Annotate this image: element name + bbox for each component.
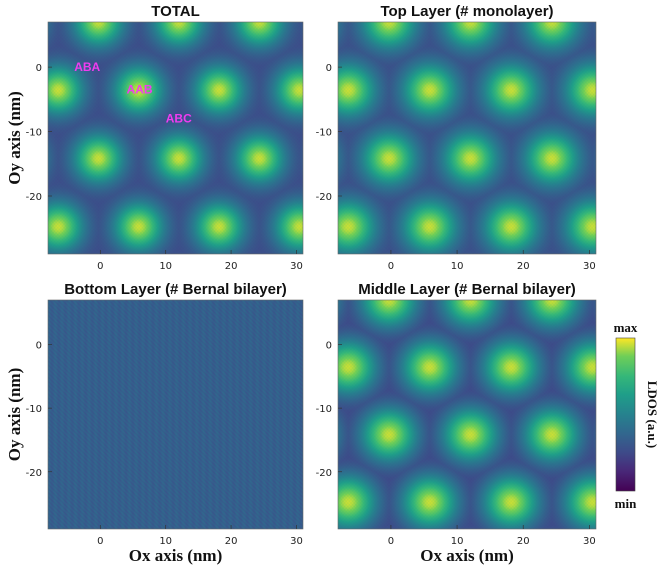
x-tick-label: 20	[517, 261, 530, 272]
x-tick-label: 20	[225, 261, 238, 272]
y-axis-label: Oy axis (nm)	[5, 91, 24, 185]
plot-frame	[337, 21, 597, 255]
stacking-label: ABA	[74, 60, 100, 74]
x-tick-label: 10	[159, 536, 172, 547]
heatmap-image	[338, 22, 596, 254]
panel-2: Bottom Layer (# Bernal bilayer) 0 10 20 30 0 -…	[26, 281, 304, 547]
y-tick-label: -10	[316, 128, 332, 139]
y-tick-label: 0	[326, 341, 332, 352]
panel-3: Middle Layer (# Bernal bilayer) 0 10 20 30 0 -…	[316, 281, 597, 547]
y-tick-label: -20	[26, 192, 42, 203]
x-tick-label: 10	[451, 261, 464, 272]
panel-title: Middle Layer (# Bernal bilayer)	[358, 281, 576, 298]
panel-title: Top Layer (# monolayer)	[380, 3, 553, 20]
y-tick-label: -20	[316, 192, 332, 203]
x-axis-label: Ox axis (nm)	[129, 546, 223, 565]
colorbar-title: LDOS (a.u.)	[645, 381, 660, 449]
x-tick-label: 20	[225, 536, 238, 547]
y-tick-label: 0	[326, 63, 332, 74]
x-tick-label: 0	[97, 536, 103, 547]
y-tick-label: 0	[36, 341, 42, 352]
stacking-label: AAB	[127, 83, 153, 97]
x-tick-label: 30	[583, 261, 596, 272]
x-tick-label: 30	[583, 536, 596, 547]
y-tick-label: -20	[26, 468, 42, 479]
panel-title: Bottom Layer (# Bernal bilayer)	[64, 281, 287, 298]
colorbar-max-label: max	[614, 320, 638, 335]
x-tick-label: 10	[451, 536, 464, 547]
y-tick-label: -10	[26, 128, 42, 139]
panel-1: Top Layer (# monolayer) 0 10 20 30 0 -10 -20	[316, 3, 597, 272]
y-tick-label: -20	[316, 468, 332, 479]
x-tick-label: 30	[290, 261, 303, 272]
x-tick-label: 30	[290, 536, 303, 547]
x-tick-label: 10	[159, 261, 172, 272]
x-tick-label: 0	[388, 536, 394, 547]
x-tick-label: 20	[517, 536, 530, 547]
heatmap-image	[48, 300, 303, 529]
panel-0: TOTAL 0 10 20 30 0 -10 -20 ABA AAB ABC	[26, 3, 304, 272]
x-tick-label: 0	[97, 261, 103, 272]
stacking-label: ABC	[166, 112, 192, 126]
y-tick-label: 0	[36, 63, 42, 74]
heatmap-image	[48, 22, 303, 254]
x-axis-label: Ox axis (nm)	[420, 546, 514, 565]
plot-frame	[47, 21, 304, 255]
y-tick-label: -10	[316, 404, 332, 415]
y-tick-label: -10	[26, 404, 42, 415]
colorbar	[615, 337, 636, 492]
y-axis-label: Oy axis (nm)	[5, 368, 24, 462]
x-tick-label: 0	[388, 261, 394, 272]
heatmap-image	[338, 300, 596, 529]
colorbar-min-label: min	[615, 496, 637, 511]
plot-frame	[47, 299, 304, 530]
plot-frame	[337, 299, 597, 530]
panel-title: TOTAL	[151, 3, 200, 20]
